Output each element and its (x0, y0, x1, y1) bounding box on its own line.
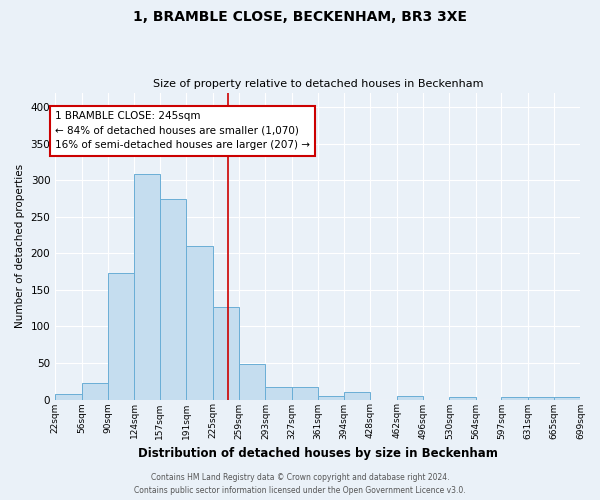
Text: 1, BRAMBLE CLOSE, BECKENHAM, BR3 3XE: 1, BRAMBLE CLOSE, BECKENHAM, BR3 3XE (133, 10, 467, 24)
Bar (344, 392, 370, 400)
Bar (160, 198, 187, 400)
Bar (318, 396, 344, 400)
Title: Size of property relative to detached houses in Beckenham: Size of property relative to detached ho… (152, 79, 483, 89)
Bar (134, 174, 160, 400)
Text: Contains HM Land Registry data © Crown copyright and database right 2024.
Contai: Contains HM Land Registry data © Crown c… (134, 473, 466, 495)
Bar (239, 364, 265, 400)
Bar (528, 398, 554, 400)
Bar (55, 394, 82, 400)
Bar (108, 273, 134, 400)
X-axis label: Distribution of detached houses by size in Beckenham: Distribution of detached houses by size … (138, 447, 498, 460)
Bar (292, 387, 318, 400)
Bar (397, 396, 423, 400)
Bar (554, 398, 581, 400)
Bar (82, 384, 108, 400)
Bar (449, 398, 476, 400)
Y-axis label: Number of detached properties: Number of detached properties (15, 164, 25, 328)
Bar (265, 387, 292, 400)
Bar (212, 308, 239, 400)
Bar (502, 398, 528, 400)
Bar (187, 246, 212, 400)
Text: 1 BRAMBLE CLOSE: 245sqm
← 84% of detached houses are smaller (1,070)
16% of semi: 1 BRAMBLE CLOSE: 245sqm ← 84% of detache… (55, 111, 310, 150)
